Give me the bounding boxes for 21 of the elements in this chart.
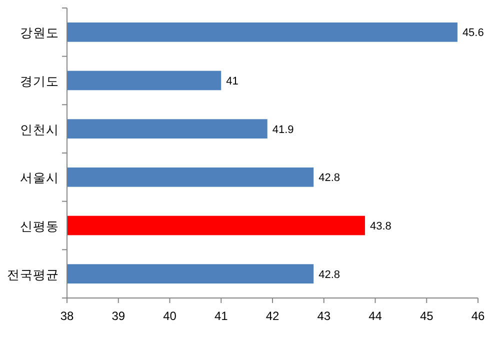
data-label: 41.9	[272, 124, 294, 136]
y-tick-label: 신평동	[20, 220, 59, 234]
x-tick-label: 43	[317, 309, 331, 323]
x-tick-label: 39	[112, 309, 126, 323]
data-label: 43.8	[370, 220, 392, 232]
data-label: 42.8	[318, 172, 340, 184]
y-tick-label: 강원도	[20, 26, 59, 40]
y-tick-label: 서울시	[20, 171, 59, 186]
x-tick-label: 44	[368, 309, 382, 323]
x-tick-label: 38	[60, 309, 74, 323]
data-label: 41	[226, 76, 238, 88]
data-label: 45.6	[462, 27, 484, 40]
y-tick-label: 전국평균	[7, 268, 59, 282]
data-label: 42.8	[318, 268, 340, 281]
y-tick-label: 경기도	[20, 74, 59, 88]
x-tick-label: 40	[163, 309, 177, 323]
x-tick-label: 42	[266, 309, 280, 323]
x-tick-label: 41	[214, 309, 228, 323]
y-tick-label: 인천시	[20, 122, 59, 137]
x-tick-label: 46	[471, 309, 485, 323]
x-tick-label: 45	[420, 309, 434, 323]
